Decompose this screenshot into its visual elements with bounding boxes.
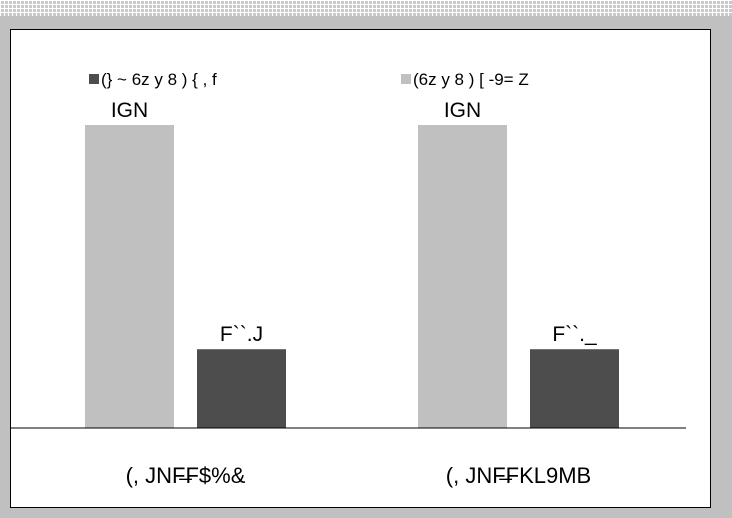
data-label-1-series-2: IGN <box>111 99 148 122</box>
bar-chart: (} ~ 6z y 8 ) { , f (6z y 8 ) [ -9= Z IGN F… <box>11 70 686 488</box>
legend-label-2: (6z y 8 ) [ -9= Z <box>413 70 529 89</box>
bar-2-series-1 <box>530 349 619 428</box>
legend-label-1: (} ~ 6z y 8 ) { , f <box>101 70 217 89</box>
legend-swatch-1 <box>89 74 99 84</box>
data-label-2-series-1: F``._ <box>552 323 597 346</box>
bar-1-series-1 <box>197 349 286 428</box>
plot-area: (} ~ 6z y 8 ) { , f (6z y 8 ) [ -9= Z IGN F… <box>10 29 711 508</box>
chart-frame: (} ~ 6z y 8 ) { , f (6z y 8 ) [ -9= Z IGN F… <box>0 16 732 518</box>
bar-2-series-2 <box>418 125 507 428</box>
window-top-strip <box>0 0 732 16</box>
bar-1-series-2 <box>85 125 174 428</box>
legend-swatch-2 <box>401 74 411 84</box>
x-tick-label-2: (, JNF̶FKL9MB <box>446 463 591 488</box>
data-label-2-series-2: IGN <box>444 99 481 122</box>
data-label-1-series-1: F``.J <box>220 323 263 346</box>
x-tick-label-1: (, JNF̶F$%& <box>126 463 246 488</box>
